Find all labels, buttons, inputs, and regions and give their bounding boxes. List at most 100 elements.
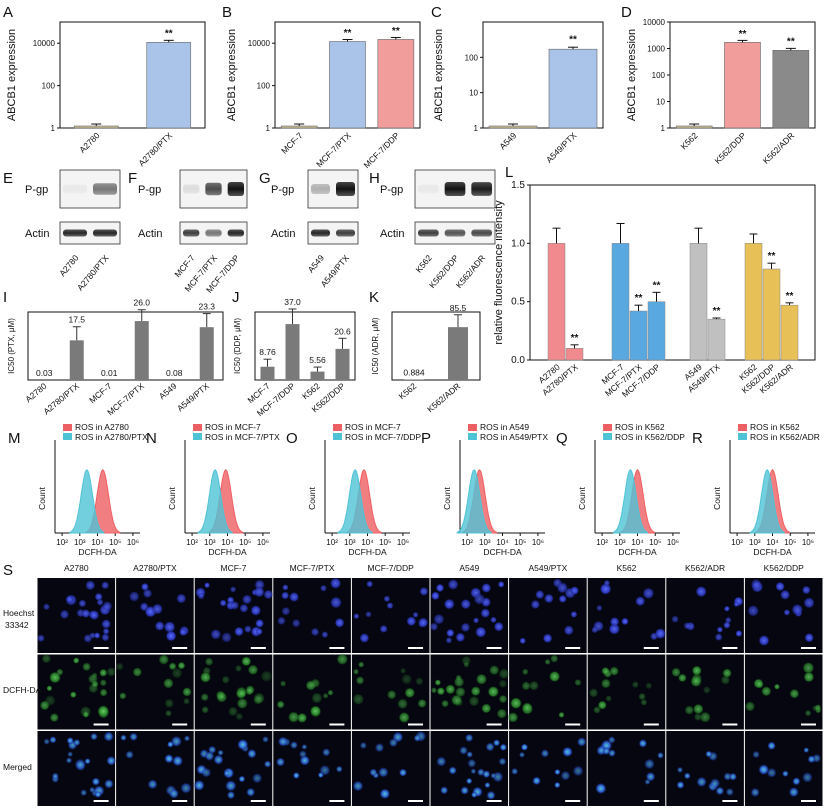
- cell: [336, 653, 349, 666]
- bar-A549: [689, 243, 708, 361]
- cell: [322, 692, 329, 699]
- plot-frame-K: [391, 311, 481, 381]
- cell: [158, 654, 170, 665]
- cell: [434, 679, 442, 686]
- y-axis-label: Count: [167, 487, 177, 510]
- cell: [591, 626, 599, 634]
- x-tick-label: 10⁵: [379, 538, 391, 547]
- cell: [635, 596, 646, 607]
- bar-A2780: [547, 243, 566, 361]
- y-axis-label: ABCB1 expression: [226, 29, 238, 121]
- cell: [164, 753, 174, 764]
- scale-bar: [565, 800, 581, 802]
- cell: [101, 633, 110, 642]
- histogram-Q: Count 10² 10³ 10⁴ 10⁵ 10⁶ DCFH-DA ROS in K562RO…: [577, 422, 685, 557]
- legend-label: ROS in K562/ADR: [750, 432, 820, 442]
- y-axis-label: ABCB1 expression: [6, 29, 18, 121]
- cell: [412, 611, 419, 618]
- cell: [419, 586, 429, 596]
- cell: [90, 732, 98, 741]
- y-tick-label: 100: [42, 82, 56, 91]
- cell: [728, 772, 738, 781]
- cell: [430, 687, 438, 694]
- bar-MCF-7/DDP: [647, 301, 666, 361]
- cell: [322, 748, 331, 757]
- microscopy-column-label: MCF-7/DDP: [368, 563, 415, 573]
- legend-swatch: [333, 424, 342, 431]
- cell: [89, 610, 100, 621]
- cell: [400, 667, 407, 674]
- bar-K562/ADR: [448, 327, 468, 380]
- cell: [398, 768, 408, 777]
- cell: [484, 781, 491, 789]
- cell: [128, 591, 140, 602]
- cell: [455, 632, 466, 643]
- cell: [213, 754, 224, 765]
- micrograph-2-0: [37, 731, 117, 806]
- micrograph-1-2: [194, 654, 273, 730]
- cell: [239, 603, 249, 613]
- cell: [436, 687, 446, 696]
- cell: [445, 684, 456, 695]
- cell: [445, 637, 453, 644]
- cell: [558, 711, 565, 719]
- micrograph-0-8: [666, 578, 744, 653]
- legend-swatch: [738, 433, 747, 440]
- value-label: 20.6: [334, 326, 351, 336]
- cell: [335, 765, 343, 773]
- blot-band: [183, 229, 200, 237]
- cell: [691, 665, 702, 676]
- cell: [520, 743, 529, 751]
- cell: [752, 750, 760, 759]
- lane-label: A2780: [57, 253, 81, 278]
- micrograph-0-5: [429, 578, 509, 653]
- bar-K562/DDP: [724, 42, 761, 129]
- cell: [59, 609, 70, 620]
- x-tick-label: 10²: [326, 538, 338, 547]
- cell: [310, 627, 320, 637]
- value-label: 8.76: [259, 347, 276, 357]
- x-tick-label: 10⁶: [667, 538, 679, 547]
- cell: [99, 679, 108, 687]
- cell: [690, 675, 702, 688]
- bar-K562/DDP: [335, 348, 350, 380]
- cell: [467, 758, 477, 768]
- cell: [93, 632, 101, 639]
- histogram-resistant: [69, 469, 105, 534]
- panel-letter-M: M: [8, 430, 21, 447]
- panel-letter-P: P: [421, 430, 431, 447]
- value-label: 17.5: [68, 315, 85, 325]
- cell: [282, 584, 289, 591]
- x-category-label: A2780: [77, 130, 102, 155]
- x-tick-label: 10³: [479, 538, 491, 547]
- bar-A549/PTX: [548, 48, 598, 129]
- blot-band: [63, 229, 87, 237]
- cell: [544, 658, 551, 666]
- cell: [440, 786, 449, 795]
- cell: [560, 770, 571, 781]
- value-label: 0.08: [166, 368, 183, 378]
- legend-swatch: [333, 433, 342, 440]
- cell: [596, 604, 603, 612]
- cell: [714, 633, 723, 641]
- significance-marker: **: [392, 26, 400, 37]
- microscopy-column-label: K562/ADR: [685, 563, 725, 573]
- cell: [245, 685, 255, 695]
- scale-bar: [250, 723, 266, 726]
- scale-bar: [722, 723, 738, 726]
- x-category-label: K562/ADR: [761, 130, 796, 165]
- cell: [750, 787, 760, 798]
- cell: [253, 586, 265, 598]
- cell: [486, 790, 496, 801]
- x-category-label: A549: [157, 381, 179, 402]
- bar-A549/PTX: [199, 327, 214, 380]
- microscopy-column-label: A549: [459, 563, 479, 573]
- cell: [97, 705, 110, 717]
- x-tick-label: 10²: [731, 538, 743, 547]
- cell: [464, 733, 474, 743]
- chart-L: 0.0 0.5 1.0 1.5 relative fluorescence intens…: [493, 180, 816, 399]
- x-axis-label: DCFH-DA: [618, 547, 657, 557]
- cell: [102, 601, 113, 612]
- cell: [67, 751, 74, 758]
